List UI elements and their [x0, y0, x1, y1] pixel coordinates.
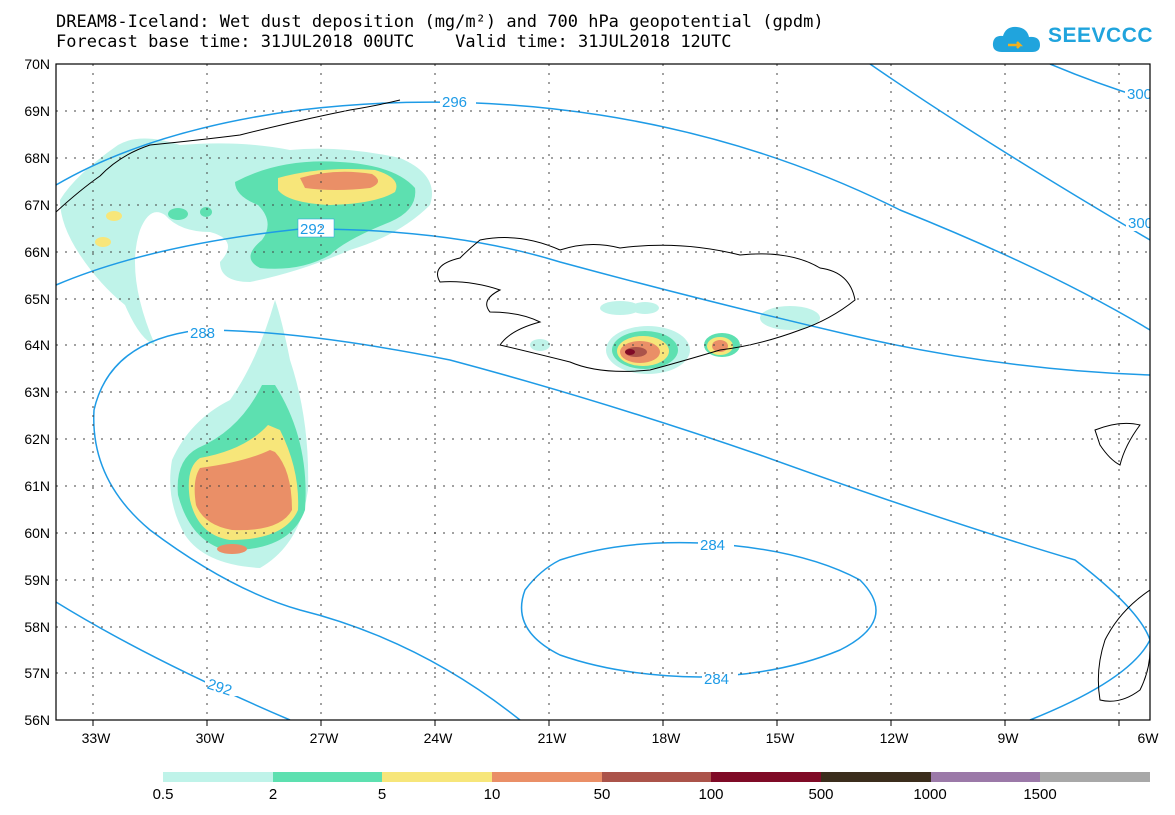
geopotential-contours: [56, 64, 1150, 720]
lon-label: 18W: [652, 730, 682, 746]
legend-swatch: [382, 772, 493, 782]
cloud-icon: [992, 26, 1040, 52]
lat-label: 67N: [24, 197, 50, 213]
contour-label: 292: [205, 676, 234, 700]
contour-label: 300: [1128, 215, 1153, 232]
legend-label: 500: [808, 786, 834, 803]
legend-swatch: [930, 772, 1041, 782]
lat-label: 60N: [24, 525, 50, 541]
contour-label: 284: [704, 671, 729, 688]
legend-label: 0.5: [152, 786, 174, 803]
lon-label: 30W: [196, 730, 226, 746]
lat-label: 69N: [24, 103, 50, 119]
dust-plume-north: [60, 138, 432, 345]
legend-label: 10: [483, 786, 501, 803]
legend-labels: 0.5 2 5 10 50 100 500 1000 1500: [0, 786, 1175, 806]
legend-label: 100: [698, 786, 724, 803]
lat-label: 68N: [24, 150, 50, 166]
map-frame: [55, 63, 1151, 721]
legend-swatch: [601, 772, 712, 782]
contour-label: 300: [1127, 86, 1152, 103]
lat-label: 57N: [24, 665, 50, 681]
lon-label: 27W: [310, 730, 340, 746]
legend-label: 5: [377, 786, 387, 803]
legend-label: 50: [593, 786, 611, 803]
lat-label: 59N: [24, 572, 50, 588]
lat-label: 70N: [24, 56, 50, 72]
legend-swatch: [821, 772, 931, 782]
lon-label: 21W: [538, 730, 568, 746]
lat-label: 65N: [24, 291, 50, 307]
legend-label: 1000: [913, 786, 947, 803]
contour-label: 288: [190, 325, 215, 342]
lon-label: 24W: [424, 730, 454, 746]
lon-label: 12W: [880, 730, 910, 746]
map-title: DREAM8-Iceland: Wet dust deposition (mg/…: [56, 12, 824, 32]
lat-label: 66N: [24, 244, 50, 260]
legend-swatch: [272, 772, 383, 782]
lon-label: 33W: [82, 730, 112, 746]
legend-label: 2: [268, 786, 278, 803]
legend-swatch: [1040, 772, 1151, 782]
dust-plume-south: [170, 300, 309, 568]
logo-text: SEEVCCC: [1048, 24, 1154, 47]
contour-label: 284: [700, 537, 725, 554]
coastlines: [56, 99, 1150, 702]
lon-label: 15W: [766, 730, 796, 746]
legend-swatch: [711, 772, 822, 782]
contour-label: 296: [442, 94, 467, 111]
legend-swatch: [492, 772, 602, 782]
lat-label: 61N: [24, 478, 50, 494]
lon-label: 6W: [1138, 730, 1160, 746]
contour-label: 292: [300, 221, 325, 238]
legend-swatch: [163, 772, 273, 782]
lat-label: 62N: [24, 431, 50, 447]
graticule: [56, 64, 1150, 720]
legend-label: 1500: [1023, 786, 1057, 803]
color-legend: [163, 772, 1151, 782]
lat-label: 63N: [24, 384, 50, 400]
lat-label: 64N: [24, 337, 50, 353]
lat-label: 56N: [24, 712, 50, 728]
lon-label: 9W: [998, 730, 1020, 746]
lat-label: 58N: [24, 619, 50, 635]
map-subtitle: Forecast base time: 31JUL2018 00UTC Vali…: [56, 32, 732, 52]
dust-iceland-south: [530, 301, 820, 374]
